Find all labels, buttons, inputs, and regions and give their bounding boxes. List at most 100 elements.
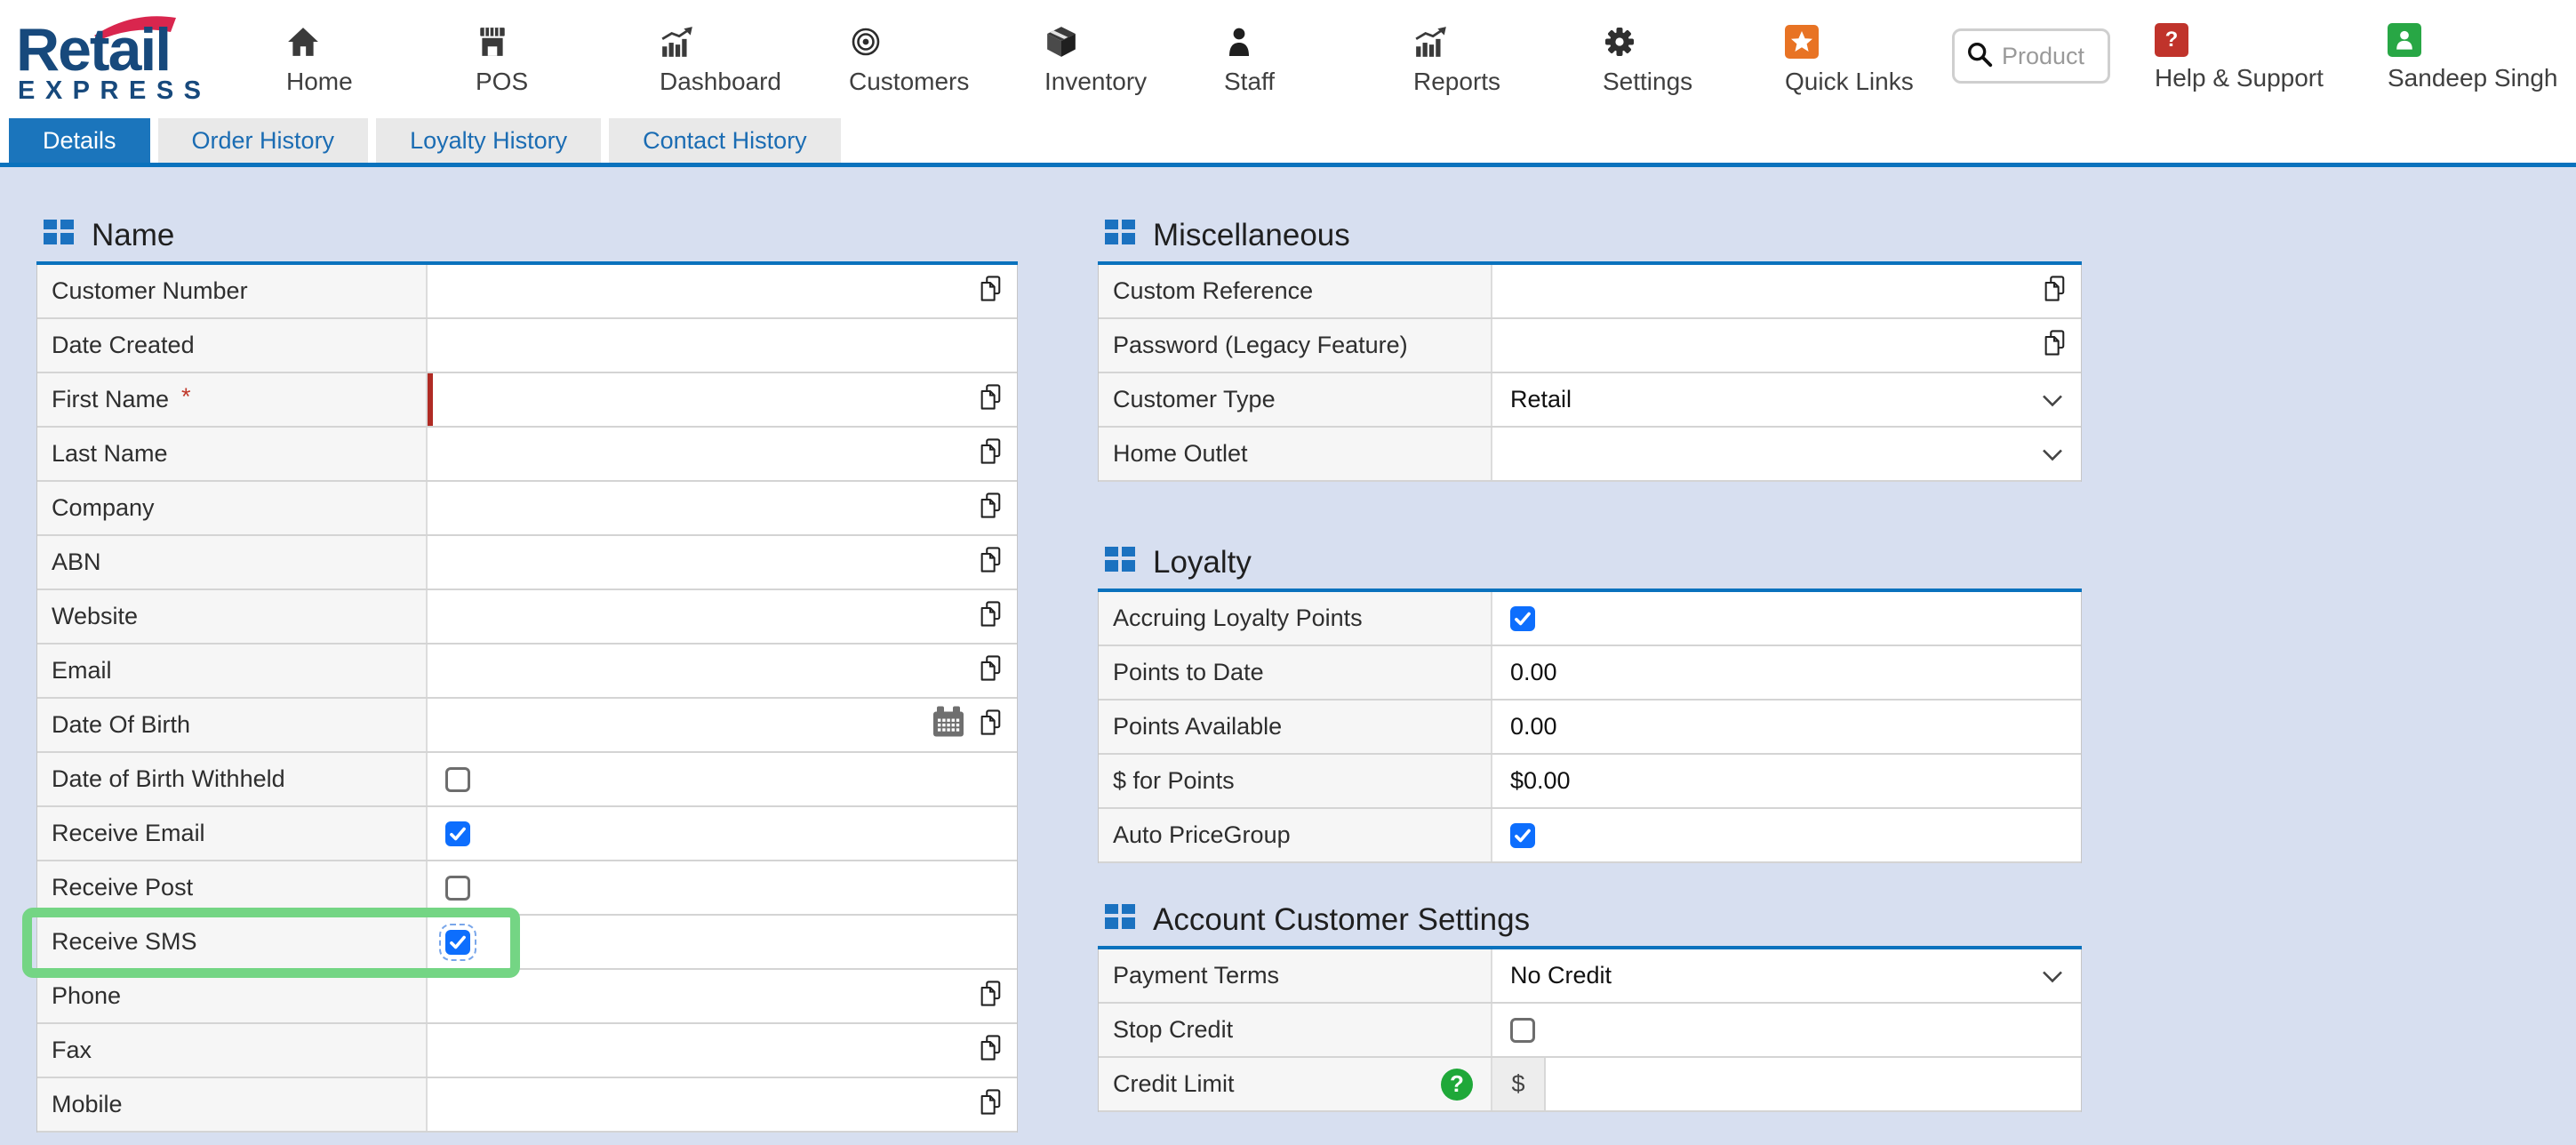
nav-item-settings[interactable]: Settings bbox=[1603, 23, 1692, 96]
field-label: ABN bbox=[37, 536, 428, 589]
nav-item-help-support[interactable]: ? Help & Support bbox=[2155, 23, 2324, 92]
field-label: Receive SMS bbox=[37, 916, 428, 968]
field-label-text: Credit Limit bbox=[1113, 1070, 1235, 1098]
checkbox[interactable] bbox=[445, 767, 470, 792]
text-input[interactable] bbox=[428, 482, 1017, 534]
copy-icon[interactable] bbox=[978, 491, 1003, 525]
field-label: Receive Email bbox=[37, 807, 428, 860]
text-input[interactable] bbox=[428, 265, 1017, 317]
copy-icon[interactable] bbox=[2042, 328, 2067, 363]
retail-express-logo[interactable]: Retail EXPRESS bbox=[16, 12, 203, 110]
text-input[interactable] bbox=[428, 970, 1017, 1022]
nav-item-staff[interactable]: Staff bbox=[1224, 23, 1275, 96]
logo-text-express: EXPRESS bbox=[18, 78, 212, 104]
field-table: Payment TermsNo CreditStop CreditCredit … bbox=[1098, 949, 2082, 1112]
copy-icon[interactable] bbox=[978, 708, 1003, 742]
copy-icon[interactable] bbox=[978, 436, 1003, 471]
table-row: Accruing Loyalty Points bbox=[1099, 592, 2081, 646]
select-dropdown[interactable]: No Credit bbox=[1492, 949, 2081, 1002]
user-icon bbox=[2388, 23, 2421, 57]
nav-item-user[interactable]: Sandeep Singh bbox=[2388, 23, 2558, 92]
text-input[interactable] bbox=[428, 1078, 1017, 1131]
copy-icon[interactable] bbox=[978, 599, 1003, 634]
nav-item-dashboard[interactable]: Dashboard bbox=[660, 23, 781, 96]
text-input[interactable] bbox=[428, 1024, 1017, 1077]
calendar-icon[interactable] bbox=[932, 706, 965, 744]
text-input[interactable] bbox=[428, 373, 1017, 426]
field-label-text: Payment Terms bbox=[1113, 962, 1279, 989]
select-value: No Credit bbox=[1510, 962, 1612, 989]
table-row: Credit Limit?$ bbox=[1099, 1058, 2081, 1112]
table-row: Phone bbox=[37, 970, 1017, 1024]
text-input[interactable] bbox=[1492, 319, 2081, 372]
tab-order-history[interactable]: Order History bbox=[158, 118, 369, 163]
nav-item-customers[interactable]: Customers bbox=[849, 23, 969, 96]
field-label-text: Email bbox=[52, 657, 112, 685]
copy-icon[interactable] bbox=[978, 274, 1003, 308]
table-row: Points Available0.00 bbox=[1099, 701, 2081, 755]
tab-loyalty-history[interactable]: Loyalty History bbox=[376, 118, 601, 163]
text-input[interactable] bbox=[428, 536, 1017, 589]
field-label-text: First Name bbox=[52, 386, 169, 413]
currency-input[interactable] bbox=[1546, 1058, 2081, 1110]
product-search-input[interactable]: Product bbox=[1952, 28, 2110, 84]
copy-icon[interactable] bbox=[2042, 274, 2067, 308]
customers-icon bbox=[849, 23, 883, 60]
nav-item-quick-links[interactable]: Quick Links bbox=[1785, 23, 1914, 96]
field-label-text: Accruing Loyalty Points bbox=[1113, 605, 1363, 632]
checkbox[interactable] bbox=[1510, 823, 1535, 848]
grid-icon bbox=[1105, 544, 1135, 582]
text-input[interactable] bbox=[428, 699, 1017, 751]
copy-icon[interactable] bbox=[978, 979, 1003, 1013]
nav-item-label: Inventory bbox=[1044, 68, 1147, 96]
quick-links-icon bbox=[1785, 23, 1819, 60]
inventory-icon bbox=[1044, 23, 1078, 60]
reports-icon bbox=[1413, 23, 1449, 60]
help-icon[interactable]: ? bbox=[1441, 1069, 1473, 1101]
field-label: Date Of Birth bbox=[37, 699, 428, 751]
field-label-text: ABN bbox=[52, 548, 101, 576]
checkbox[interactable] bbox=[445, 930, 470, 955]
nav-item-label: Quick Links bbox=[1785, 68, 1914, 96]
checkbox[interactable] bbox=[445, 876, 470, 901]
required-asterisk: * bbox=[181, 383, 191, 411]
text-input[interactable] bbox=[428, 428, 1017, 480]
text-input[interactable] bbox=[1492, 265, 2081, 317]
readonly-value: 0.00 bbox=[1510, 713, 1557, 741]
text-input[interactable] bbox=[428, 590, 1017, 643]
field-label: Company bbox=[37, 482, 428, 534]
select-dropdown[interactable]: Retail bbox=[1492, 373, 2081, 426]
table-row: Fax bbox=[37, 1024, 1017, 1078]
copy-icon[interactable] bbox=[978, 1087, 1003, 1122]
nav-item-home[interactable]: Home bbox=[286, 23, 353, 96]
table-row: Date of Birth Withheld bbox=[37, 753, 1017, 807]
nav-item-inventory[interactable]: Inventory bbox=[1044, 23, 1147, 96]
table-row: Password (Legacy Feature) bbox=[1099, 319, 2081, 373]
checkbox[interactable] bbox=[445, 821, 470, 846]
nav-item-reports[interactable]: Reports bbox=[1413, 23, 1500, 96]
section-title-label: Miscellaneous bbox=[1153, 218, 1350, 253]
nav-item-label: Reports bbox=[1413, 68, 1500, 96]
checkbox[interactable] bbox=[1510, 606, 1535, 631]
section-title-label: Name bbox=[92, 218, 174, 253]
field-value bbox=[428, 861, 1017, 914]
copy-icon[interactable] bbox=[978, 382, 1003, 417]
field-value: 0.00 bbox=[1492, 701, 2081, 753]
text-input[interactable] bbox=[428, 319, 1017, 372]
checkbox[interactable] bbox=[1510, 1018, 1535, 1043]
copy-icon[interactable] bbox=[978, 1033, 1003, 1068]
field-label: $ for Points bbox=[1099, 755, 1492, 807]
section-loyalty: LoyaltyAccruing Loyalty PointsPoints to … bbox=[1098, 542, 2082, 863]
copy-icon[interactable] bbox=[978, 545, 1003, 580]
tab-details[interactable]: Details bbox=[9, 118, 150, 163]
tab-contact-history[interactable]: Contact History bbox=[609, 118, 841, 163]
field-value bbox=[428, 807, 1017, 860]
field-label-text: Date Created bbox=[52, 332, 195, 359]
chevron-down-icon bbox=[2042, 440, 2063, 468]
select-dropdown[interactable] bbox=[1492, 428, 2081, 480]
copy-icon[interactable] bbox=[978, 653, 1003, 688]
nav-item-pos[interactable]: POS bbox=[476, 23, 528, 96]
section-account-customer-settings: Account Customer SettingsPayment TermsNo… bbox=[1098, 900, 2082, 1112]
table-row: Mobile bbox=[37, 1078, 1017, 1133]
text-input[interactable] bbox=[428, 645, 1017, 697]
